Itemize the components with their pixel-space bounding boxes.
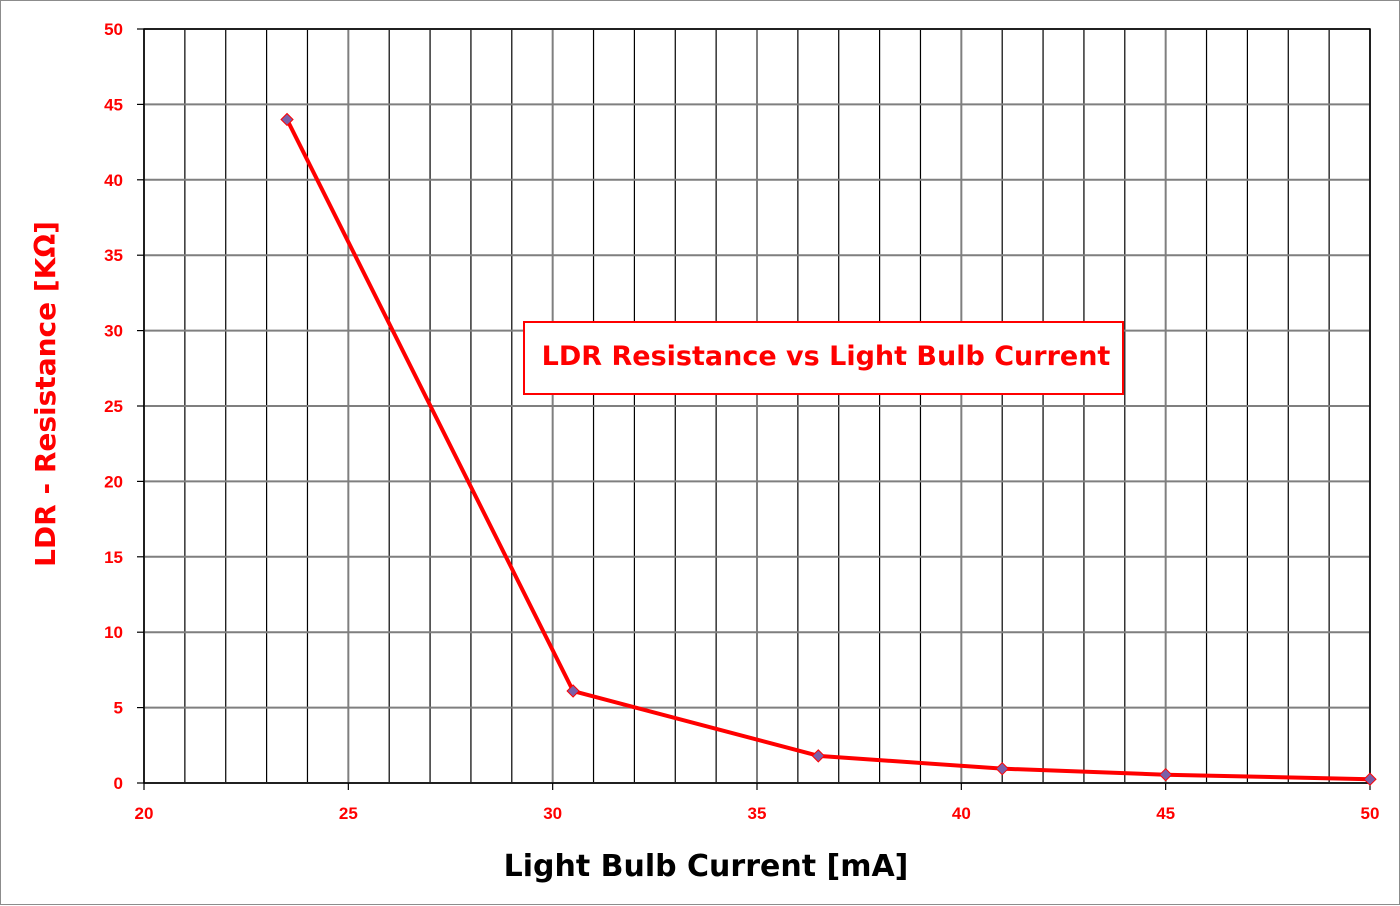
chart-title-border — [523, 321, 1124, 395]
chart-title: LDR Resistance vs Light Bulb Current — [542, 341, 1111, 372]
data-point — [280, 112, 294, 127]
data-point — [995, 761, 1009, 776]
grid-lines — [143, 28, 1371, 784]
x-tick-label: 35 — [748, 804, 767, 823]
y-tick-label: 10 — [104, 623, 123, 642]
y-tick-label: 45 — [104, 95, 123, 114]
x-tick-label: 50 — [1361, 804, 1380, 823]
chart-title-box: LDR Resistance vs Light Bulb Current — [523, 321, 1124, 395]
y-tick-label: 20 — [104, 472, 123, 491]
y-axis-ticks: 0 5 10 15 20 25 30 35 40 45 50 — [104, 20, 144, 793]
x-tick-label: 30 — [543, 804, 562, 823]
y-axis-title: LDR - Resistance [KΩ] — [29, 221, 62, 567]
y-tick-label: 15 — [104, 548, 123, 567]
series-line — [285, 118, 1371, 782]
x-axis-ticks: 20 25 30 35 40 45 50 — [135, 783, 1380, 823]
data-point — [566, 684, 580, 698]
series-group — [280, 112, 1377, 786]
y-tick-label: 50 — [104, 20, 123, 39]
data-point — [1158, 767, 1173, 782]
y-tick-label: 0 — [114, 774, 123, 793]
x-tick-label: 20 — [135, 804, 154, 823]
y-tick-label: 5 — [114, 699, 123, 718]
x-axis-title: Light Bulb Current [mA] — [504, 849, 909, 884]
data-point — [811, 749, 826, 763]
y-tick-label: 30 — [104, 322, 123, 341]
y-tick-label: 25 — [104, 397, 123, 416]
x-tick-label: 45 — [1156, 804, 1175, 823]
x-tick-label: 40 — [952, 804, 971, 823]
y-tick-label: 35 — [104, 246, 123, 265]
data-point — [1363, 772, 1377, 786]
x-tick-label: 25 — [339, 804, 358, 823]
y-tick-label: 40 — [104, 171, 123, 190]
